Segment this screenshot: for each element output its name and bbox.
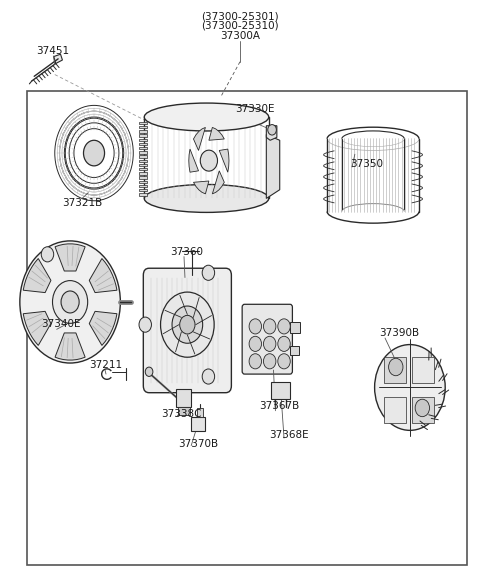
Text: 37350: 37350 xyxy=(350,159,383,170)
Bar xyxy=(139,168,147,170)
Polygon shape xyxy=(23,258,51,293)
Polygon shape xyxy=(23,311,51,345)
Circle shape xyxy=(202,265,215,280)
Circle shape xyxy=(84,141,105,166)
Bar xyxy=(27,91,468,565)
Bar xyxy=(271,382,290,399)
Bar xyxy=(290,346,299,356)
Text: 37368E: 37368E xyxy=(269,430,308,440)
Circle shape xyxy=(61,291,79,313)
Circle shape xyxy=(374,345,445,430)
Bar xyxy=(139,156,147,158)
Circle shape xyxy=(249,319,262,334)
Circle shape xyxy=(160,292,214,357)
Bar xyxy=(412,397,434,423)
Bar xyxy=(139,185,147,187)
Bar xyxy=(139,139,147,141)
Bar xyxy=(139,147,147,149)
Bar xyxy=(139,177,147,179)
Polygon shape xyxy=(189,149,199,172)
Text: 37300A: 37300A xyxy=(220,31,260,41)
Polygon shape xyxy=(209,128,224,141)
Bar xyxy=(412,357,434,383)
Text: 37367B: 37367B xyxy=(259,401,300,411)
Text: (37300-25301): (37300-25301) xyxy=(201,11,279,21)
Bar xyxy=(139,130,147,132)
Circle shape xyxy=(389,359,403,375)
Ellipse shape xyxy=(144,103,269,131)
Text: (37300-25310): (37300-25310) xyxy=(201,21,279,31)
Bar xyxy=(178,407,190,415)
Circle shape xyxy=(41,247,54,262)
Circle shape xyxy=(278,354,290,369)
Bar xyxy=(139,181,147,183)
Ellipse shape xyxy=(144,184,269,212)
Polygon shape xyxy=(266,126,277,141)
Polygon shape xyxy=(193,181,209,194)
Circle shape xyxy=(264,336,276,352)
Circle shape xyxy=(172,306,203,343)
Bar xyxy=(139,189,147,191)
Bar xyxy=(139,193,147,195)
Circle shape xyxy=(268,125,276,135)
Polygon shape xyxy=(193,128,205,150)
Text: 37340E: 37340E xyxy=(41,319,81,329)
Bar xyxy=(139,143,147,145)
Circle shape xyxy=(249,336,262,352)
Bar xyxy=(139,151,147,153)
Bar xyxy=(384,357,406,383)
FancyBboxPatch shape xyxy=(242,304,292,374)
Circle shape xyxy=(180,315,195,334)
Polygon shape xyxy=(55,333,85,360)
Circle shape xyxy=(145,367,153,377)
Bar xyxy=(197,408,203,417)
Polygon shape xyxy=(89,311,117,345)
FancyBboxPatch shape xyxy=(144,268,231,393)
Bar xyxy=(139,135,147,137)
Circle shape xyxy=(415,399,430,417)
Bar xyxy=(139,172,147,174)
Text: 37338C: 37338C xyxy=(161,409,202,419)
Circle shape xyxy=(52,280,88,324)
Polygon shape xyxy=(266,135,280,198)
Text: 37451: 37451 xyxy=(36,46,70,56)
Circle shape xyxy=(264,354,276,369)
Bar xyxy=(139,160,147,162)
Circle shape xyxy=(202,369,215,384)
Text: 37321B: 37321B xyxy=(62,198,102,209)
Circle shape xyxy=(278,319,290,334)
Bar xyxy=(384,397,406,423)
Polygon shape xyxy=(176,389,191,407)
Bar xyxy=(290,322,300,333)
Polygon shape xyxy=(55,244,85,271)
Bar xyxy=(139,164,147,166)
Polygon shape xyxy=(89,258,117,293)
Polygon shape xyxy=(212,171,224,194)
Circle shape xyxy=(264,319,276,334)
Text: 37330E: 37330E xyxy=(235,104,275,114)
Text: 37360: 37360 xyxy=(170,247,204,257)
Bar xyxy=(139,126,147,128)
Polygon shape xyxy=(54,54,62,64)
Circle shape xyxy=(20,241,120,363)
Circle shape xyxy=(200,150,217,171)
Polygon shape xyxy=(219,149,229,172)
Text: 37370B: 37370B xyxy=(178,438,218,448)
Text: 37390B: 37390B xyxy=(379,328,419,338)
Bar xyxy=(139,122,147,124)
Circle shape xyxy=(278,336,290,352)
Circle shape xyxy=(139,317,152,332)
Polygon shape xyxy=(191,417,205,431)
Circle shape xyxy=(249,354,262,369)
Text: 37211: 37211 xyxy=(89,360,122,370)
